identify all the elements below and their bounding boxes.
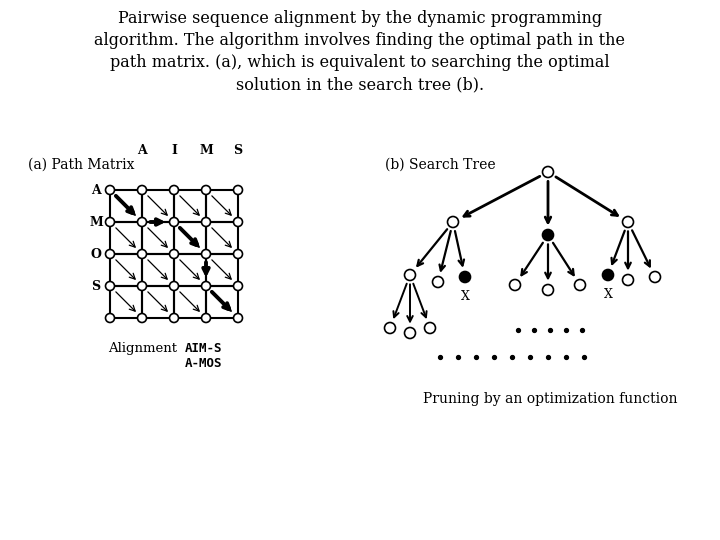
- Bar: [142, 222, 174, 254]
- Circle shape: [202, 186, 210, 194]
- Text: X: X: [603, 288, 613, 301]
- Circle shape: [384, 322, 395, 334]
- Bar: [206, 190, 238, 222]
- Circle shape: [106, 249, 114, 259]
- Text: S: S: [91, 280, 101, 293]
- Circle shape: [575, 280, 585, 291]
- Text: (b) Search Tree: (b) Search Tree: [385, 158, 495, 172]
- Text: Pairwise sequence alignment by the dynamic programming
algorithm. The algorithm : Pairwise sequence alignment by the dynam…: [94, 10, 626, 93]
- Circle shape: [542, 166, 554, 178]
- Text: M: M: [199, 144, 213, 157]
- Bar: [142, 254, 174, 286]
- Circle shape: [233, 249, 243, 259]
- Bar: [174, 222, 206, 254]
- Text: X: X: [461, 290, 469, 303]
- Circle shape: [542, 230, 554, 240]
- Text: A-MOS: A-MOS: [185, 357, 222, 370]
- Circle shape: [448, 217, 459, 227]
- Text: (a) Path Matrix: (a) Path Matrix: [28, 158, 135, 172]
- Text: Alignment: Alignment: [108, 342, 177, 355]
- Bar: [110, 254, 142, 286]
- Circle shape: [169, 314, 179, 322]
- Bar: [206, 254, 238, 286]
- Text: M: M: [89, 215, 103, 228]
- Circle shape: [233, 281, 243, 291]
- Bar: [206, 286, 238, 318]
- Circle shape: [169, 218, 179, 226]
- Circle shape: [405, 269, 415, 280]
- Circle shape: [425, 322, 436, 334]
- Circle shape: [542, 285, 554, 295]
- Circle shape: [169, 186, 179, 194]
- Circle shape: [202, 281, 210, 291]
- Bar: [174, 286, 206, 318]
- Text: S: S: [233, 144, 243, 157]
- Bar: [110, 286, 142, 318]
- Circle shape: [169, 249, 179, 259]
- Circle shape: [106, 281, 114, 291]
- Circle shape: [603, 269, 613, 280]
- Circle shape: [138, 186, 146, 194]
- Bar: [142, 286, 174, 318]
- Circle shape: [233, 218, 243, 226]
- Text: Pruning by an optimization function: Pruning by an optimization function: [423, 392, 678, 406]
- Circle shape: [138, 249, 146, 259]
- Circle shape: [233, 186, 243, 194]
- Text: A: A: [137, 144, 147, 157]
- Bar: [206, 222, 238, 254]
- Text: AIM-S: AIM-S: [185, 342, 222, 355]
- Circle shape: [405, 327, 415, 339]
- Circle shape: [202, 249, 210, 259]
- Bar: [174, 190, 206, 222]
- Circle shape: [106, 314, 114, 322]
- Bar: [110, 190, 142, 222]
- Circle shape: [138, 314, 146, 322]
- Circle shape: [649, 272, 660, 282]
- Bar: [142, 190, 174, 222]
- Circle shape: [106, 218, 114, 226]
- Circle shape: [233, 314, 243, 322]
- Circle shape: [138, 218, 146, 226]
- Circle shape: [106, 186, 114, 194]
- Circle shape: [202, 314, 210, 322]
- Circle shape: [169, 281, 179, 291]
- Circle shape: [433, 276, 444, 287]
- Bar: [110, 222, 142, 254]
- Circle shape: [138, 281, 146, 291]
- Circle shape: [510, 280, 521, 291]
- Circle shape: [623, 217, 634, 227]
- Circle shape: [623, 274, 634, 286]
- Text: I: I: [171, 144, 177, 157]
- Circle shape: [202, 218, 210, 226]
- Text: O: O: [91, 247, 102, 260]
- Bar: [174, 254, 206, 286]
- Text: A: A: [91, 184, 101, 197]
- Circle shape: [459, 272, 470, 282]
